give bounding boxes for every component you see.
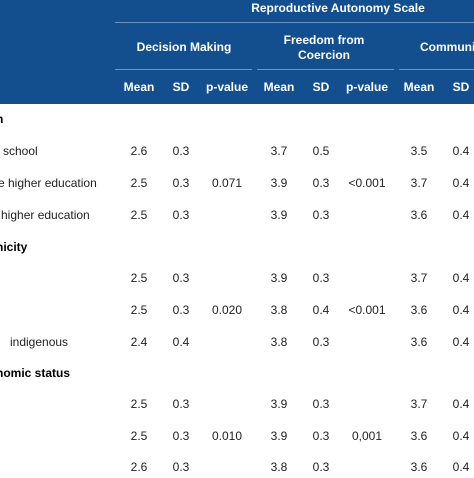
cell: 3.7	[270, 144, 288, 158]
cell: 0.3	[312, 271, 330, 285]
cell: 0.3	[172, 271, 190, 285]
cell: 0.4	[452, 397, 470, 411]
group-communication: Communi	[420, 40, 474, 54]
cell: 3.8	[270, 460, 288, 474]
stat-header: SD	[312, 80, 330, 94]
cell: 2.5	[130, 176, 148, 190]
group-freedom-from-coercion: Freedom from Coercion	[283, 33, 365, 62]
table-row: 2.5 0.3 0.010 3.9 0.3 0,001 3.6 0.4	[0, 427, 474, 447]
cell: 0.4	[452, 429, 470, 443]
table-row: 2.5 0.3 3.9 0.3 3.7 0.4	[0, 269, 474, 289]
cell: 3.6	[410, 335, 428, 349]
cell: 0.4	[452, 460, 470, 474]
cell: 3.7	[410, 397, 428, 411]
cell: 3.6	[410, 208, 428, 222]
row-label: school	[3, 144, 38, 158]
table-row: indigenous 2.4 0.4 3.8 0.3 3.6 0.4	[0, 333, 474, 353]
cell: 0.3	[172, 208, 190, 222]
group-rule-1	[115, 69, 252, 70]
cell: 3.9	[270, 397, 288, 411]
cell: <0.001	[348, 176, 386, 190]
cell: 0.3	[172, 429, 190, 443]
stat-header: SD	[172, 80, 190, 94]
cell: 3.9	[270, 176, 288, 190]
cell: 3.8	[270, 335, 288, 349]
group-rule-2	[257, 69, 394, 70]
cell: 2.5	[130, 397, 148, 411]
cell: 0.4	[452, 144, 470, 158]
section-header: nomic status	[0, 364, 474, 384]
cell: 0.3	[312, 460, 330, 474]
cell: 0.4	[172, 335, 190, 349]
cell: 0.3	[312, 208, 330, 222]
cell: 2.5	[130, 303, 148, 317]
table-body: n school 2.6 0.3 3.7 0.5 3.5 0.4 e highe…	[0, 104, 474, 474]
row-label: e higher education	[0, 176, 97, 190]
cell: 3.9	[270, 429, 288, 443]
cell: 2.5	[130, 271, 148, 285]
cell: 0.3	[172, 176, 190, 190]
cell: 3.5	[410, 144, 428, 158]
table-row: 2.6 0.3 3.8 0.3 3.6 0.4	[0, 458, 474, 478]
stat-header: p-value	[205, 80, 249, 94]
cell: 0.5	[312, 144, 330, 158]
table-row: school 2.6 0.3 3.7 0.5 3.5 0.4	[0, 142, 474, 162]
cell: 3.6	[410, 460, 428, 474]
cell: 0.3	[312, 429, 330, 443]
cell: 0.020	[211, 303, 243, 317]
scale-title: Reproductive Autonomy Scale	[251, 1, 425, 15]
table-row: higher education 2.5 0.3 3.9 0.3 3.6 0.4	[0, 206, 474, 226]
table-header: Reproductive Autonomy Scale Decision Mak…	[0, 0, 474, 104]
cell: 2.4	[130, 335, 148, 349]
cell: 0.3	[172, 144, 190, 158]
section-title: nomic status	[0, 366, 71, 380]
cell: 0.4	[312, 303, 330, 317]
table-row: 2.5 0.3 3.9 0.3 3.7 0.4	[0, 395, 474, 415]
section-title: nicity	[0, 240, 28, 254]
cell: 0.010	[211, 429, 243, 443]
cell: 0.4	[452, 335, 470, 349]
cell: 0.4	[452, 271, 470, 285]
section-header: nicity	[0, 238, 474, 258]
stat-header: Mean	[403, 80, 435, 94]
table-row: e higher education 2.5 0.3 0.071 3.9 0.3…	[0, 174, 474, 194]
row-label: higher education	[1, 208, 90, 222]
cell: 0.4	[452, 303, 470, 317]
cell: 0.3	[312, 176, 330, 190]
cell: 0.071	[211, 176, 243, 190]
stat-header: Mean	[123, 80, 155, 94]
header-rule	[115, 22, 474, 23]
section-header: n	[0, 110, 474, 130]
cell: 3.7	[410, 176, 428, 190]
stat-header: SD	[452, 80, 470, 94]
row-label: indigenous	[10, 335, 69, 349]
cell: 3.9	[270, 208, 288, 222]
section-title: n	[0, 112, 3, 126]
cell: 2.6	[130, 144, 148, 158]
cell: 0.3	[172, 397, 190, 411]
cell: 0.3	[312, 335, 330, 349]
table-row: 2.5 0.3 0.020 3.8 0.4 <0.001 3.6 0.4	[0, 301, 474, 321]
group-decision-making: Decision Making	[136, 40, 232, 54]
stat-header: Mean	[263, 80, 295, 94]
cell: 3.9	[270, 271, 288, 285]
cell: 0.4	[452, 208, 470, 222]
cell: 0.3	[172, 303, 190, 317]
cell: 2.5	[130, 429, 148, 443]
cell: 3.8	[270, 303, 288, 317]
stat-header: p-value	[345, 80, 389, 94]
cell: <0.001	[348, 303, 386, 317]
cell: 3.6	[410, 303, 428, 317]
cell: 2.6	[130, 460, 148, 474]
group-rule-3	[399, 69, 474, 70]
cell: 3.6	[410, 429, 428, 443]
cell: 0.3	[172, 460, 190, 474]
cell: 0,001	[351, 429, 383, 443]
cell: 3.7	[410, 271, 428, 285]
cell: 0.3	[312, 397, 330, 411]
cell: 0.4	[452, 176, 470, 190]
cell: 2.5	[130, 208, 148, 222]
